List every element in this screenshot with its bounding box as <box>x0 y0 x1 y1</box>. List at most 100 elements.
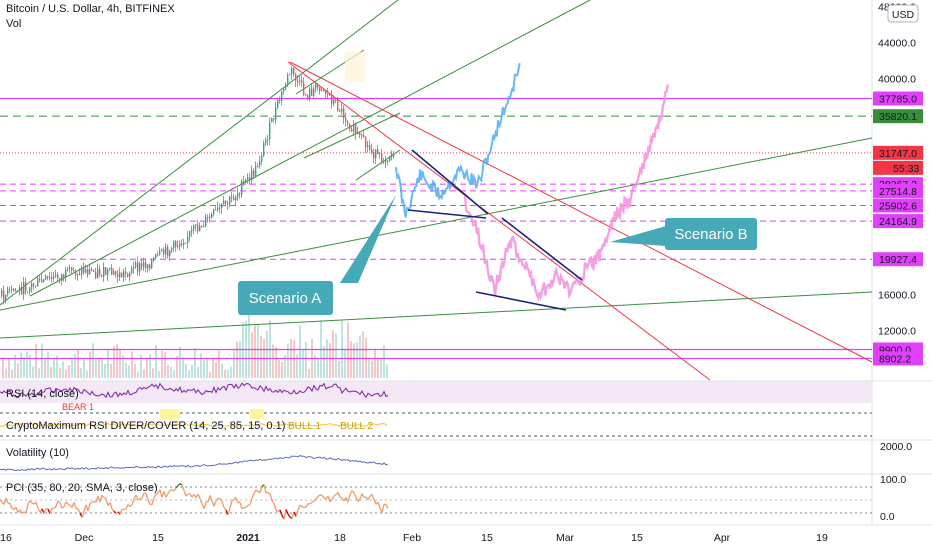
pci-segment <box>363 496 367 499</box>
currency-badge[interactable] <box>887 4 919 23</box>
volume-bar <box>293 340 295 378</box>
pci-segment <box>251 493 255 499</box>
pci-segment <box>179 482 183 486</box>
symbol-title: Bitcoin / U.S. Dollar, 4h, BITFINEX <box>6 3 175 15</box>
candle-body <box>297 81 299 83</box>
candle-body <box>83 267 85 273</box>
pci-segment <box>283 509 287 520</box>
scenario-a-callout[interactable]: Scenario A <box>238 195 396 315</box>
pci-segment <box>221 501 225 508</box>
volume-bar <box>344 350 346 378</box>
candle-body <box>193 225 195 230</box>
pci-segment <box>43 508 47 514</box>
candle-body <box>105 267 107 275</box>
volume-bar <box>266 330 268 378</box>
candle-body <box>3 290 5 301</box>
candle-body <box>17 290 19 292</box>
volume-bar <box>305 342 307 378</box>
price-level-badge[interactable] <box>873 351 923 366</box>
highlight-box <box>345 52 365 82</box>
candle-body <box>13 288 15 292</box>
pci-segment <box>87 503 91 512</box>
price-level-value: 37785.0 <box>879 94 917 106</box>
pci-segment <box>77 508 81 514</box>
pci-segment <box>373 499 377 505</box>
scenario-b-box[interactable] <box>665 218 757 250</box>
price-level-badge[interactable] <box>873 91 923 106</box>
price-level-badge[interactable] <box>873 183 923 198</box>
price-level-badge[interactable] <box>873 145 923 160</box>
price-level-badge[interactable] <box>873 252 923 267</box>
candle-body <box>311 88 313 96</box>
candle-body <box>225 200 227 204</box>
candle-body <box>309 88 311 99</box>
candle-body <box>37 278 39 287</box>
candle-body <box>21 287 23 295</box>
candle-body <box>179 243 181 246</box>
pci-segment <box>15 506 19 513</box>
candle-body <box>357 132 359 135</box>
candle-body <box>347 121 349 124</box>
price-level-badge[interactable] <box>873 109 923 124</box>
scenario-a-box[interactable] <box>238 281 333 315</box>
candle-body <box>277 99 279 108</box>
volume-bar <box>197 367 199 378</box>
candle-body <box>177 245 179 247</box>
candle-body <box>289 74 291 76</box>
pci-segment <box>173 487 177 492</box>
volume-bar <box>77 349 79 378</box>
volume-bar <box>53 358 55 378</box>
candle-body <box>181 243 183 246</box>
volume-bar <box>251 332 253 378</box>
price-level-value: 8902.2 <box>879 353 911 365</box>
volume-bar <box>176 355 178 378</box>
y-tick: 40000.0 <box>878 74 916 86</box>
x-tick-labels[interactable]: 16 Dec 15 2021 18 Feb 15 Mar 15 Apr 19 <box>0 532 828 544</box>
candle-body <box>387 160 389 162</box>
volume-bar <box>26 351 28 378</box>
pci-segment <box>231 498 235 502</box>
volume-bar <box>221 363 223 378</box>
volume-bar <box>368 357 370 378</box>
candle-body <box>89 269 91 275</box>
pci-segment <box>227 507 231 516</box>
pci-segment <box>31 502 35 505</box>
candle-body <box>255 166 257 176</box>
volume-bar <box>68 364 70 378</box>
volume-bar <box>149 354 151 378</box>
candle-body <box>145 262 147 269</box>
pci-segment <box>113 510 117 514</box>
volume-bar <box>128 365 130 378</box>
volume-bar <box>362 331 364 378</box>
candle-body <box>211 214 213 219</box>
pci-segment <box>165 493 169 498</box>
scenario-b-callout[interactable]: Scenario B <box>610 218 757 250</box>
volatility-line <box>0 455 389 472</box>
volume-bar <box>14 354 16 378</box>
x-tick: Feb <box>403 532 421 544</box>
volume-bar <box>98 358 100 378</box>
pci-segment <box>65 501 69 505</box>
candle-body <box>27 291 29 293</box>
price-level-badge[interactable] <box>873 214 923 229</box>
pci-segment <box>183 490 187 497</box>
candle-body <box>239 193 241 195</box>
rsi-line <box>0 382 389 399</box>
pci-segment <box>295 509 299 517</box>
candle-body <box>31 283 33 288</box>
volume-bar <box>227 369 229 378</box>
pci-segment <box>287 513 291 518</box>
x-tick: Apr <box>714 532 731 544</box>
candle-body <box>279 99 281 101</box>
volume-bar <box>8 358 10 378</box>
pci-segment <box>89 501 93 505</box>
volume-bar <box>74 353 76 378</box>
pci-segment <box>153 494 157 498</box>
volume-bar <box>332 330 334 378</box>
pci-segment <box>25 504 29 513</box>
pci-segment <box>181 484 185 491</box>
volume-bar <box>17 363 19 378</box>
trendlines <box>0 0 873 381</box>
price-level-badge[interactable] <box>873 198 923 213</box>
